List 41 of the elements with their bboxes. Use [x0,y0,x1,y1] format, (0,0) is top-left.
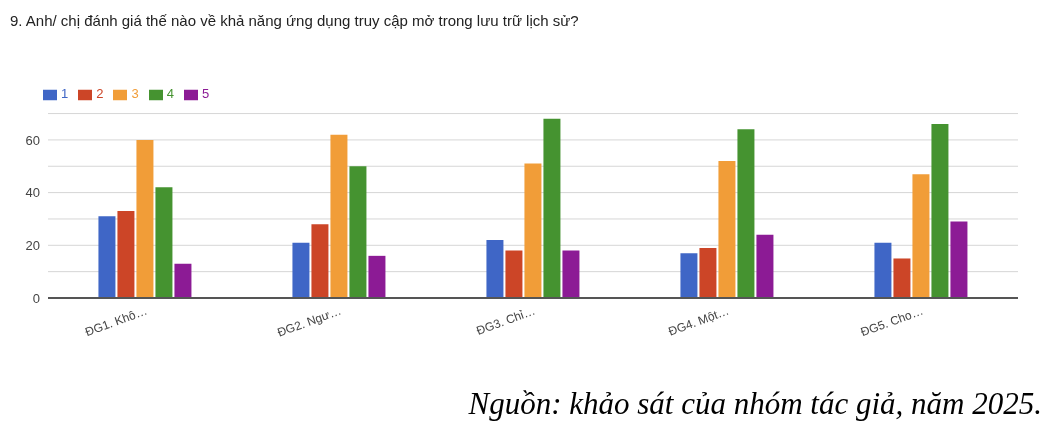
bar [893,258,911,298]
chart-title: 9. Anh/ chị đánh giá thế nào về khả năng ứng dụng truy cập mở trong lưu trữ lịch sử? [9,11,580,29]
bar [562,250,580,298]
legend-label: 5 [201,86,210,101]
bar [505,250,523,298]
bar [368,255,386,298]
bar [874,242,892,298]
bar [117,211,135,298]
bar [349,166,367,298]
legend-label: 4 [166,86,174,101]
x-tick-label: ĐG5. Cho… [858,303,925,340]
bar [98,216,116,298]
bar [174,263,192,298]
y-tick-label: 0 [32,290,40,306]
bar [737,129,755,298]
bar [486,240,504,298]
y-tick-label: 60 [25,132,40,148]
bar [931,124,949,298]
bar [136,139,154,298]
x-tick-label: ĐG2. Ngư… [275,303,343,340]
bar [292,242,310,298]
text: Nguồn: khảo sát của nhóm tác giả, năm 2025. [468,386,1042,422]
legend-label: 2 [96,86,104,101]
bar [699,247,717,298]
bar [330,134,348,298]
x-tick-label: ĐG1. Khô… [83,303,149,339]
bar [718,160,736,298]
y-tick-label: 20 [25,237,40,253]
y-tick-label: 40 [25,185,40,201]
bar [912,174,930,298]
legend-label: 1 [61,86,69,101]
bar [950,221,968,298]
x-tick-label: ĐG4. Một… [666,303,731,339]
bar [524,163,542,298]
bar [756,234,774,298]
bar [155,187,173,298]
bar [543,118,561,298]
bar [680,253,698,298]
legend-label: 3 [131,86,139,101]
bar [311,224,329,298]
x-tick-label: ĐG3. Chỉ… [474,303,537,338]
